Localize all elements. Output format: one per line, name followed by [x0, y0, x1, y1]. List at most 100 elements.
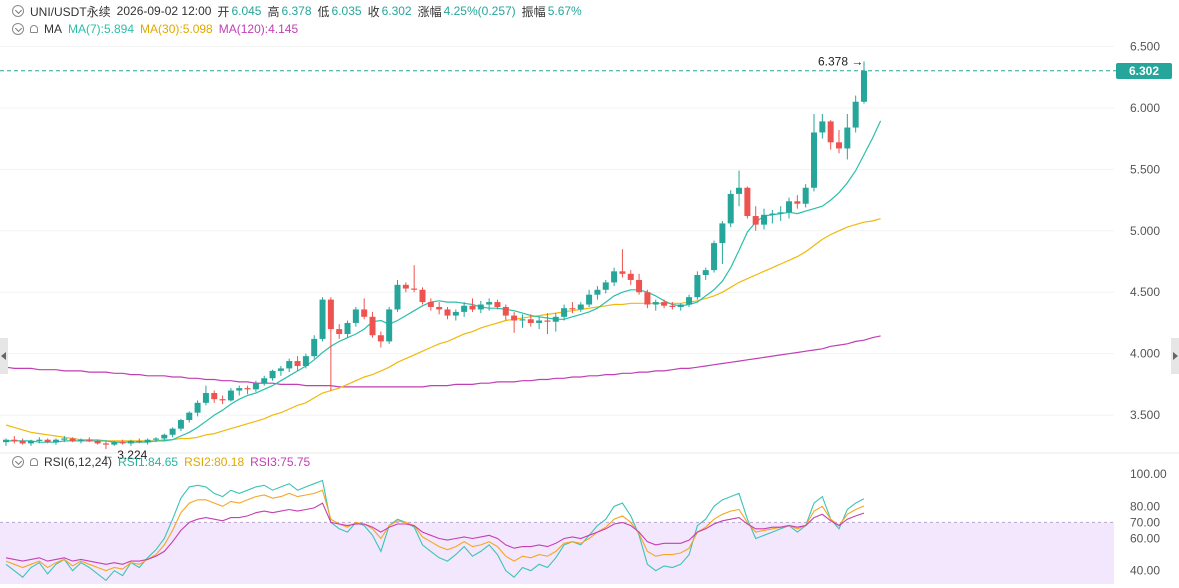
candle-body [144, 439, 151, 443]
candle-up [769, 209, 776, 224]
ma-legend: MA MA(7):5.894 MA(30):5.098 MA(120):4.14… [0, 21, 304, 37]
chevron-down-icon[interactable] [12, 23, 24, 35]
rsi3-line [5, 502, 865, 565]
bell-icon[interactable] [30, 25, 38, 33]
candle-body [19, 440, 26, 444]
candle-down [569, 302, 576, 314]
candle-body [252, 383, 259, 390]
amplitude-label: 振幅 [521, 4, 546, 19]
candle-body [119, 442, 126, 444]
candle-up [302, 353, 309, 369]
candle-body [486, 302, 493, 305]
main-grid [0, 45, 1179, 454]
candle-body [702, 270, 709, 276]
ohlc-header: UNI/USDT永续 2026-09-02 12:00 开 6.045 高 6.37… [0, 3, 588, 19]
candle-down [211, 390, 218, 403]
candle-up [194, 400, 201, 417]
candle-body [860, 70, 867, 102]
rsi-tick-label: 70.00 [1130, 515, 1160, 529]
candle-body [61, 438, 68, 440]
candle-up [344, 320, 351, 338]
candle-body [527, 319, 534, 323]
candle-body [686, 297, 693, 305]
candle-body [394, 284, 401, 310]
amplitude-value: 5.67% [547, 4, 582, 18]
candle-body [377, 335, 384, 342]
candle-up [394, 279, 401, 312]
left-arrow-icon[interactable] [0, 338, 8, 374]
candle-up [594, 286, 601, 300]
candle-down [636, 273, 643, 295]
candle-body [644, 292, 651, 305]
candle-body [244, 388, 251, 390]
candle-body [769, 213, 776, 215]
candle-body [636, 279, 643, 293]
candle-down [794, 195, 801, 209]
rsi1-line [5, 479, 865, 582]
candle-up [686, 294, 693, 307]
price-tick-label: 3.500 [1130, 408, 1160, 422]
candle-down [436, 302, 443, 315]
candle-body [452, 311, 459, 316]
candle-up [452, 309, 459, 321]
candle-up [577, 302, 584, 312]
candle-body [3, 439, 9, 443]
candle-up [319, 297, 326, 342]
candle-body [344, 322, 351, 335]
candle-up [727, 190, 734, 228]
candle-body [44, 439, 51, 443]
datetime-label: 2026-09-02 12:00 [116, 4, 212, 18]
candle-body [11, 439, 18, 441]
price-tick-label: 4.500 [1130, 285, 1160, 299]
candle-up [652, 299, 659, 311]
low-label: 低 [317, 4, 330, 19]
candle-body [494, 302, 501, 307]
candle-down [502, 304, 509, 321]
candle-up [586, 289, 593, 307]
symbol-label: UNI/USDT永续 [30, 4, 111, 19]
candle-body [611, 271, 618, 283]
candle-up [761, 208, 768, 230]
candle-body [561, 308, 568, 317]
candle-up [860, 61, 867, 104]
candle-down [244, 385, 251, 395]
candle-up [144, 438, 151, 445]
candle-down [661, 299, 668, 309]
candle-down [544, 313, 551, 335]
ma120-line [5, 335, 881, 388]
candle-up [286, 358, 293, 373]
candle-body [319, 299, 326, 339]
low-price-marker: ← 3.224 [102, 448, 148, 462]
ma7-legend: MA(7):5.894 [68, 22, 135, 36]
chevron-down-icon[interactable] [12, 5, 24, 17]
chevron-down-icon[interactable] [12, 456, 24, 468]
candle-down [411, 265, 418, 293]
candle-down [136, 438, 143, 444]
candle-body [202, 393, 209, 403]
candle-body [336, 329, 343, 335]
ma120-legend: MA(120):4.145 [218, 22, 299, 36]
candle-up [61, 436, 68, 443]
candle-body [227, 390, 234, 401]
candle-body [719, 223, 726, 244]
candle-body [502, 306, 509, 316]
high-price-marker: 6.378 → [818, 54, 863, 68]
price-markers: 6.378 → ← 3.224 [0, 54, 1116, 462]
candle-down [69, 437, 76, 443]
candle-up [736, 170, 743, 207]
candle-body [744, 187, 751, 217]
rsi2-legend: RSI2:80.18 [184, 455, 245, 469]
candle-up [486, 298, 493, 311]
candle-down [44, 438, 51, 444]
rsi-title: RSI(6,12,24) [44, 455, 113, 469]
candle-down [219, 395, 226, 405]
candle-body [169, 428, 176, 435]
candle-down [86, 437, 93, 443]
bell-icon[interactable] [30, 458, 38, 466]
candle-body [27, 440, 34, 444]
candle-body [361, 309, 368, 317]
high-value: 6.378 [281, 4, 312, 18]
right-arrow-icon[interactable] [1171, 338, 1179, 374]
candle-body [627, 273, 634, 280]
